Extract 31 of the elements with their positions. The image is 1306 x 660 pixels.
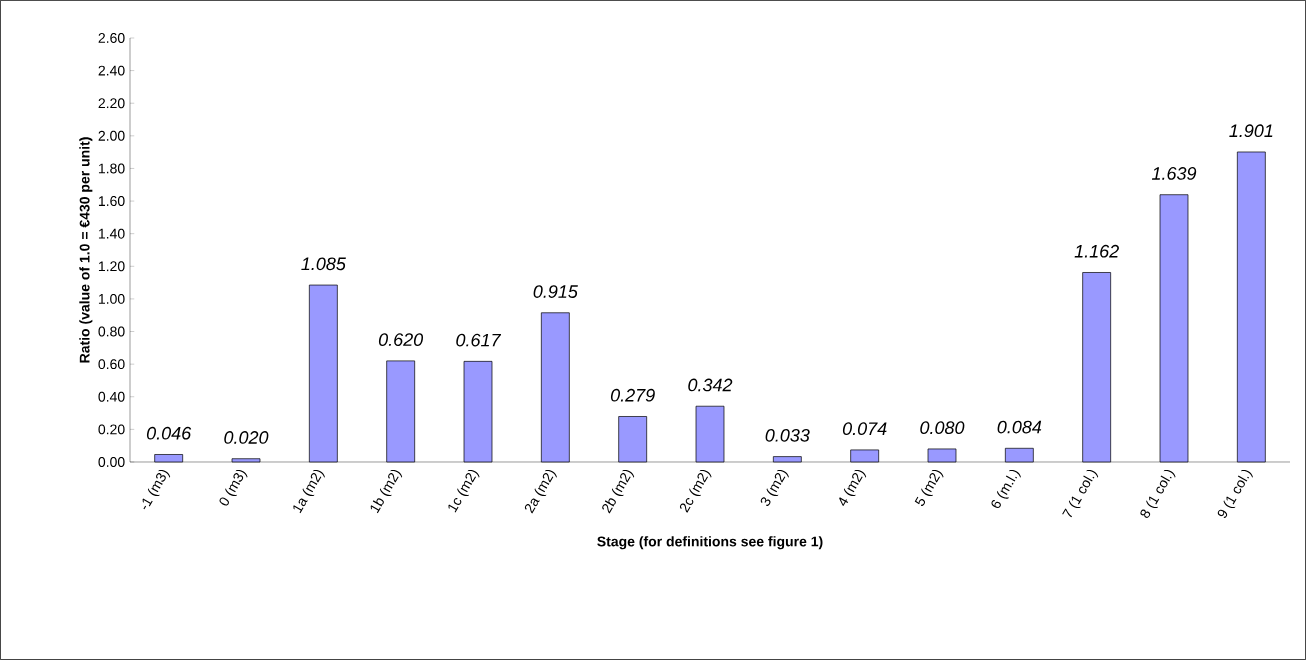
data-label: 0.020 <box>224 431 269 444</box>
data-label: 1.085 <box>301 257 346 271</box>
y-tick-label: 1.80 <box>98 163 125 174</box>
data-label: 1.162 <box>1074 244 1119 258</box>
x-axis-title: Stage (for definitions see figure 1) <box>597 536 823 550</box>
data-label: 0.074 <box>842 422 887 436</box>
data-label: 1.639 <box>1151 167 1197 180</box>
y-tick-label: 2.60 <box>98 33 125 43</box>
y-tick-label: 2.20 <box>98 98 125 109</box>
data-label: 0.620 <box>378 333 424 347</box>
y-tick-label: 0.60 <box>98 359 125 370</box>
y-tick-label: 1.40 <box>98 228 125 239</box>
y-tick-label: 1.60 <box>98 196 125 207</box>
y-tick-label: 2.00 <box>98 130 125 141</box>
data-label: 0.915 <box>533 285 578 298</box>
y-tick-label: 0.20 <box>98 424 125 435</box>
data-label: 0.084 <box>997 420 1042 434</box>
y-tick-label: 0.00 <box>98 457 125 467</box>
data-label: 0.046 <box>146 426 192 440</box>
data-label: 0.617 <box>456 333 502 347</box>
y-tick-label: 0.80 <box>98 326 125 337</box>
y-tick-label: 1.00 <box>98 293 125 304</box>
y-axis-title: Ratio (value of 1.0 = €430 per unit) <box>79 137 93 363</box>
y-tick-label: 0.40 <box>98 391 125 402</box>
data-label: 0.342 <box>688 378 733 392</box>
data-label: 0.080 <box>920 421 965 435</box>
data-label: 1.901 <box>1229 124 1273 138</box>
y-tick-label: 1.20 <box>98 261 125 272</box>
data-label: 0.279 <box>610 388 655 402</box>
y-tick-label: 2.40 <box>98 65 125 76</box>
data-label: 0.033 <box>765 428 810 442</box>
